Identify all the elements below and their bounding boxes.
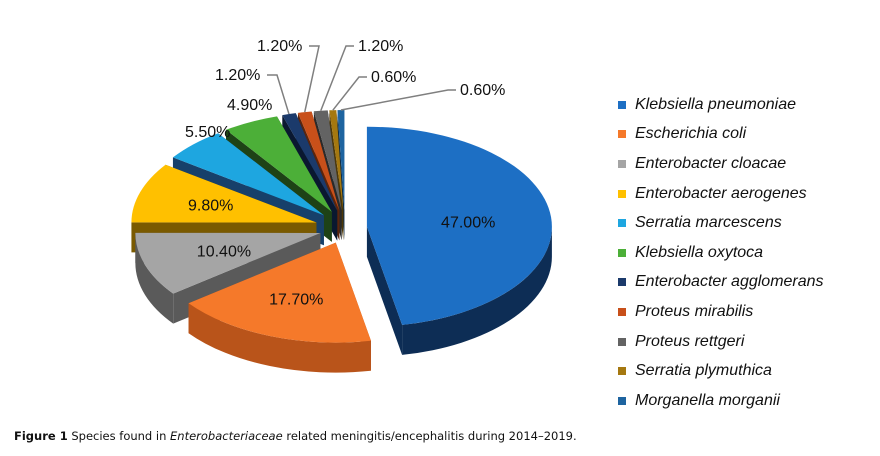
legend-swatch [618,396,626,405]
legend-label: Enterobacter cloacae [635,154,787,172]
legend-label: Escherichia coli [635,125,747,143]
leader-line [267,74,290,115]
legend-label: Serratia plymuthica [635,362,772,380]
legend-label: Enterobacter agglomerans [635,273,824,291]
data-label: 10.40% [197,244,251,261]
legend-swatch [618,130,626,139]
slice-side [188,242,371,373]
slice-outer-wall [135,232,174,324]
legend: Klebsiella pneumoniae Escherichia coli Ent… [618,90,824,416]
caption-label: Figure 1 [14,429,68,443]
legend-label: Serratia marcescens [635,214,782,232]
legend-item: Serratia plymuthica [618,356,824,386]
legend-label: Klebsiella oxytoca [635,243,764,261]
legend-label: Klebsiella pneumoniae [635,95,796,113]
slice-side [366,126,552,355]
legend-label: Morganella morganii [635,391,780,409]
leader-line [332,76,367,111]
legend-item: Proteus rettgeri [618,327,824,357]
slice-klebsiella-pneumoniae [366,126,552,325]
data-label: 1.20% [215,67,260,84]
data-label: 0.60% [371,69,416,86]
data-label: 1.20% [358,38,403,55]
slice-enterobacter-agglomerans [282,113,338,211]
caption-pre: Species found in [67,429,171,443]
slice-radial-wall [366,226,403,355]
data-label: 47.00% [441,214,495,231]
legend-swatch [618,189,626,198]
data-label: 9.80% [188,197,233,214]
leader-line [340,89,456,111]
caption-italic: Enterobacteriaceae [170,429,283,443]
pie-chart: 47.00% 17.70% 10.40% 9.80% 5.50% 4.90% 1.20% 1.… [131,38,552,373]
legend-item: Serratia marcescens [618,208,824,238]
legend-item: Enterobacter cloacae [618,149,824,179]
legend-item: Proteus mirabilis [618,297,824,327]
legend-swatch [618,159,626,168]
data-label: 17.70% [269,292,323,309]
slice-klebsiella-oxytoca [226,116,332,212]
slice-serratia-marcescens [172,133,324,216]
slice-morganella-morganii [337,110,345,211]
slice-proteus-rettgeri [313,110,342,211]
legend-swatch [618,337,626,346]
slice-serratia-plymuthica [329,110,344,211]
leader-line [304,45,320,113]
legend-swatch [618,367,626,376]
legend-item: Klebsiella pneumoniae [618,90,824,120]
slice-outer-wall [188,303,371,373]
legend-item: Klebsiella oxytoca [618,238,824,268]
legend-item: Escherichia coli [618,120,824,150]
legend-item: Enterobacter agglomerans [618,268,824,298]
figure-caption: Figure 1 Species found in Enterobacteria… [14,429,577,443]
legend-swatch [618,278,626,287]
legend-swatch [618,307,626,316]
slice-enterobacter-cloacae [135,232,321,294]
legend-item: Enterobacter aerogenes [618,179,824,209]
slice-escherichia-coli [188,242,371,343]
data-label: 1.20% [257,38,302,55]
slice-outer-wall [402,226,552,355]
legend-label: Proteus mirabilis [635,302,754,320]
legend-swatch [618,248,626,257]
legend-label: Enterobacter aerogenes [635,184,807,202]
slice-proteus-mirabilis [297,111,340,211]
leader-line [320,45,354,112]
legend-label: Proteus rettgeri [635,332,745,350]
slice-enterobacter-aerogenes [131,164,317,223]
legend-item: Morganella morganii [618,386,824,416]
data-label: 0.60% [460,82,505,99]
data-label: 4.90% [227,97,272,114]
caption-post: related meningitis/encephalitis during 2… [282,429,577,443]
legend-swatch [618,100,626,109]
legend-swatch [618,219,626,228]
data-label: 5.50% [185,124,230,141]
